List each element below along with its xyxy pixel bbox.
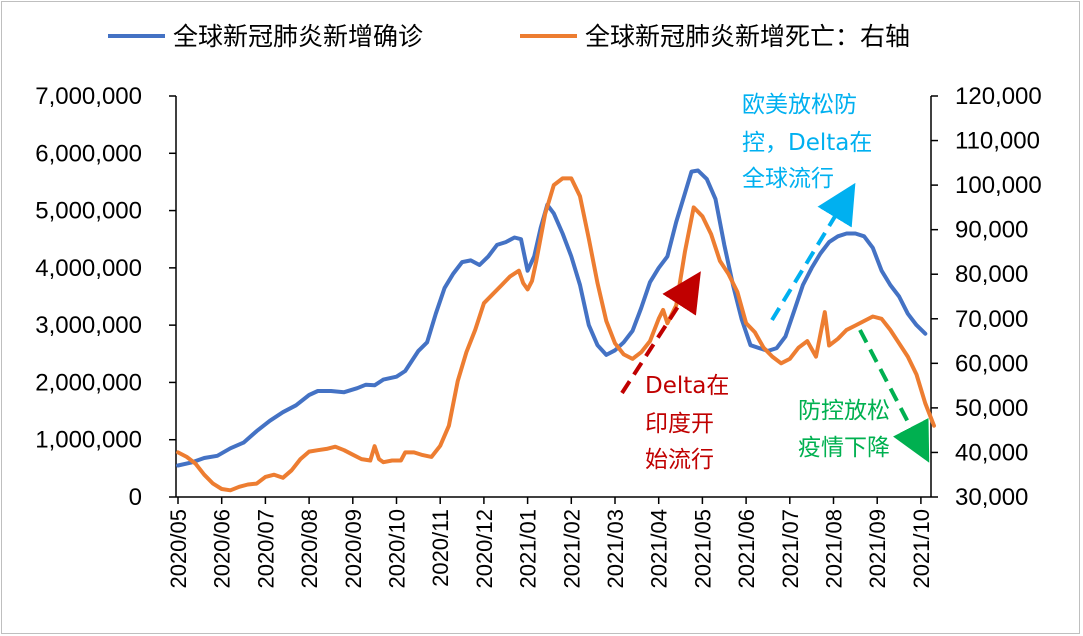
annotation-reopen: 欧美放松防 控，Delta在 全球流行 [742,92,872,192]
right-y-axis: 30,000 40,000 50,000 60,000 70,000 80,000 90,0… [931,83,1042,511]
x-tick-label: 2020/11 [428,509,453,587]
annotation-reopen-line-3: 全球流行 [742,166,834,192]
annotation-delta-line-3: 始流行 [645,447,714,473]
right-tick-label: 80,000 [955,261,1028,288]
arrow-reopen-delta [770,182,856,322]
right-tick-label: 100,000 [955,172,1042,199]
annotation-reopen-line-2: 控，Delta在 [742,130,872,156]
x-tick-label: 2020/10 [385,509,410,589]
x-tick-label: 2021/09 [865,509,890,589]
x-tick-label: 2021/10 [909,509,934,589]
annotation-control-line-2: 疫情下降 [798,435,890,461]
legend-label-confirmed: 全球新冠肺炎新增确诊 [173,22,423,51]
x-tick-label: 2020/09 [341,509,366,589]
x-tick-label: 2020/07 [253,509,278,589]
series-layer [176,168,936,493]
annotation-arrows [620,182,930,463]
annotation-delta-line-1: Delta在 [645,373,729,399]
right-tick-label: 50,000 [955,395,1028,422]
left-tick-label: 4,000,000 [35,255,142,282]
left-y-axis: 0 1,000,000 2,000,000 3,000,000 4,000,000 5,0… [35,83,176,511]
series-line-deaths [176,176,936,493]
x-tick-label: 2020/08 [297,509,322,589]
x-tick-label: 2021/01 [516,509,541,589]
x-tick-label: 2021/08 [822,509,847,589]
x-tick-label: 2021/05 [690,509,715,589]
right-tick-label: 40,000 [955,439,1028,466]
right-tick-label: 30,000 [955,484,1028,511]
axes [175,96,932,498]
x-tick-label: 2021/04 [647,509,672,589]
x-tick-label: 2020/12 [472,509,497,589]
right-tick-label: 70,000 [955,306,1028,333]
right-tick-label: 110,000 [955,128,1040,155]
x-axis: 2020/05 2020/06 2020/07 2020/08 2020/09 2020/… [166,497,934,589]
left-tick-label: 0 [129,484,142,511]
left-tick-label: 5,000,000 [35,198,142,225]
annotation-delta-line-2: 印度开 [645,411,714,437]
x-tick-label: 2021/07 [778,509,803,589]
arrow-control-decline [858,329,930,463]
annotation-control-line-1: 防控放松 [798,398,890,424]
right-tick-label: 120,000 [955,83,1042,110]
left-tick-label: 1,000,000 [35,427,142,454]
left-tick-label: 6,000,000 [35,140,142,167]
x-tick-label: 2021/03 [603,509,628,589]
left-tick-label: 3,000,000 [35,312,142,339]
x-tick-label: 2020/05 [166,509,191,589]
annotation-reopen-line-1: 欧美放松防 [742,92,857,118]
annotation-delta-india: Delta在 印度开 始流行 [645,373,729,473]
legend: 全球新冠肺炎新增确诊 全球新冠肺炎新增死亡：右轴 [108,22,910,51]
right-tick-label: 90,000 [955,217,1028,244]
x-tick-label: 2020/06 [210,509,235,589]
x-tick-label: 2021/06 [734,509,759,589]
right-tick-label: 60,000 [955,350,1028,377]
legend-label-deaths: 全球新冠肺炎新增死亡：右轴 [585,22,910,51]
left-tick-label: 2,000,000 [35,369,142,396]
left-tick-label: 7,000,000 [35,83,142,110]
x-tick-label: 2021/02 [559,509,584,589]
annotation-control: 防控放松 疫情下降 [798,398,890,461]
series-line-confirmed [176,168,928,468]
